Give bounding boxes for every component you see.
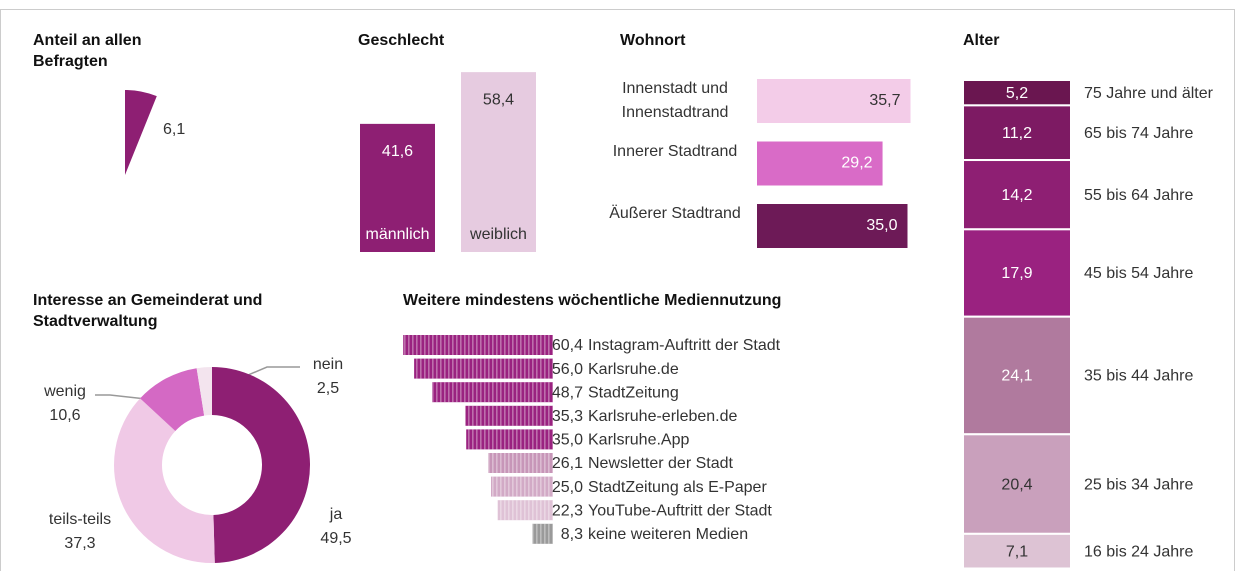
- value-label: 35,7: [869, 92, 900, 109]
- bar-segment: [962, 315, 1072, 436]
- donut-segment: [140, 368, 205, 432]
- category-label: Innenstadt und Innenstadtrand: [621, 80, 729, 121]
- chart-title: Anteil an allen Befragten: [33, 32, 142, 70]
- chart-title: Wohnort: [620, 32, 686, 49]
- bar-segment: [962, 532, 1072, 570]
- category-label: Äußerer Stadtrand: [609, 205, 741, 222]
- value-label: 35,3: [552, 408, 583, 425]
- category-label: 35 bis 44 Jahre: [1084, 368, 1194, 385]
- category-label: 16 bis 24 Jahre: [1084, 543, 1194, 560]
- category-label: Newsletter der Stadt: [588, 455, 734, 472]
- bar-segment: [962, 79, 1072, 107]
- category-label: männlich: [365, 226, 429, 243]
- value-label: 56,0: [552, 361, 583, 378]
- bar-texture: [403, 335, 553, 355]
- category-label: Innerer Stadtrand: [612, 142, 738, 160]
- bar-segment: [962, 433, 1072, 535]
- pie-slice: [125, 90, 157, 175]
- category-label: ja: [329, 506, 343, 523]
- value-label: 7,1: [1006, 543, 1028, 560]
- bar: [757, 204, 908, 248]
- value-label: 5,2: [1006, 85, 1028, 102]
- category-label: 45 bis 54 Jahre: [1084, 265, 1194, 282]
- category-label: weiblich: [469, 226, 527, 243]
- value-label: 14,2: [1001, 187, 1032, 204]
- value-label: 25,0: [552, 479, 583, 496]
- chart-title: Interesse an Gemeinderat und Stadtverwal…: [33, 292, 263, 330]
- chart-title: Geschlecht: [358, 32, 445, 49]
- value-label: 41,6: [382, 143, 413, 160]
- donut-segment: [196, 367, 212, 416]
- value-label: 24,1: [1001, 368, 1032, 385]
- bar-texture: [532, 523, 553, 544]
- value-label: 2,5: [317, 380, 339, 397]
- donut-segment: [212, 367, 311, 563]
- value-label: 60,4: [552, 337, 583, 354]
- bar: [360, 123, 435, 252]
- value-label: 58,4: [483, 91, 514, 108]
- category-label: wenig: [43, 383, 86, 400]
- value-label: 37,3: [64, 535, 95, 552]
- category-label: StadtZeitung als E-Paper: [588, 479, 767, 496]
- value-label: 35,0: [552, 432, 583, 449]
- category-label: nein: [313, 356, 343, 373]
- bar-texture: [497, 500, 553, 521]
- category-label: teils-teils: [49, 511, 111, 528]
- category-label: 55 bis 64 Jahre: [1084, 187, 1194, 204]
- bar: [757, 141, 883, 186]
- category-label: 75 Jahre und älter: [1084, 85, 1214, 102]
- leader-line: [95, 394, 156, 401]
- category-label: 25 bis 34 Jahre: [1084, 476, 1194, 493]
- bar-texture: [491, 476, 553, 497]
- category-label: StadtZeitung: [588, 384, 679, 401]
- bar: [461, 72, 536, 253]
- value-label: 10,6: [49, 407, 80, 424]
- value-label: 11,2: [1002, 125, 1032, 142]
- value-label: 26,1: [552, 455, 583, 472]
- value-label: 8,3: [561, 526, 583, 543]
- value-label: 6,1: [163, 121, 185, 138]
- chart-title: Alter: [963, 32, 1000, 49]
- value-label: 22,3: [552, 502, 583, 519]
- category-label: Karlsruhe-erleben.de: [588, 408, 738, 425]
- chart-title: Weitere mindestens wöchentliche Mediennu…: [403, 292, 782, 309]
- value-label: 20,4: [1001, 476, 1032, 493]
- category-label: YouTube-Auftritt der Stadt: [588, 502, 772, 519]
- bar: [757, 79, 911, 123]
- category-label: Karlsruhe.de: [588, 361, 679, 378]
- value-label: 48,7: [552, 384, 583, 401]
- bar-texture: [432, 382, 553, 403]
- bar-texture: [465, 405, 553, 426]
- category-label: Karlsruhe.App: [588, 432, 689, 449]
- bar-texture: [488, 453, 553, 473]
- category-label: Instagram-Auftritt der Stadt: [588, 337, 781, 354]
- bar-texture: [414, 358, 553, 379]
- value-label: 17,9: [1001, 265, 1032, 282]
- value-label: 35,0: [866, 217, 897, 234]
- category-label: 65 bis 74 Jahre: [1084, 125, 1194, 142]
- value-label: 29,2: [841, 155, 872, 172]
- value-label: 49,5: [320, 530, 351, 547]
- bar-texture: [466, 429, 553, 450]
- donut-segment: [114, 398, 215, 563]
- category-label: keine weiteren Medien: [588, 526, 748, 543]
